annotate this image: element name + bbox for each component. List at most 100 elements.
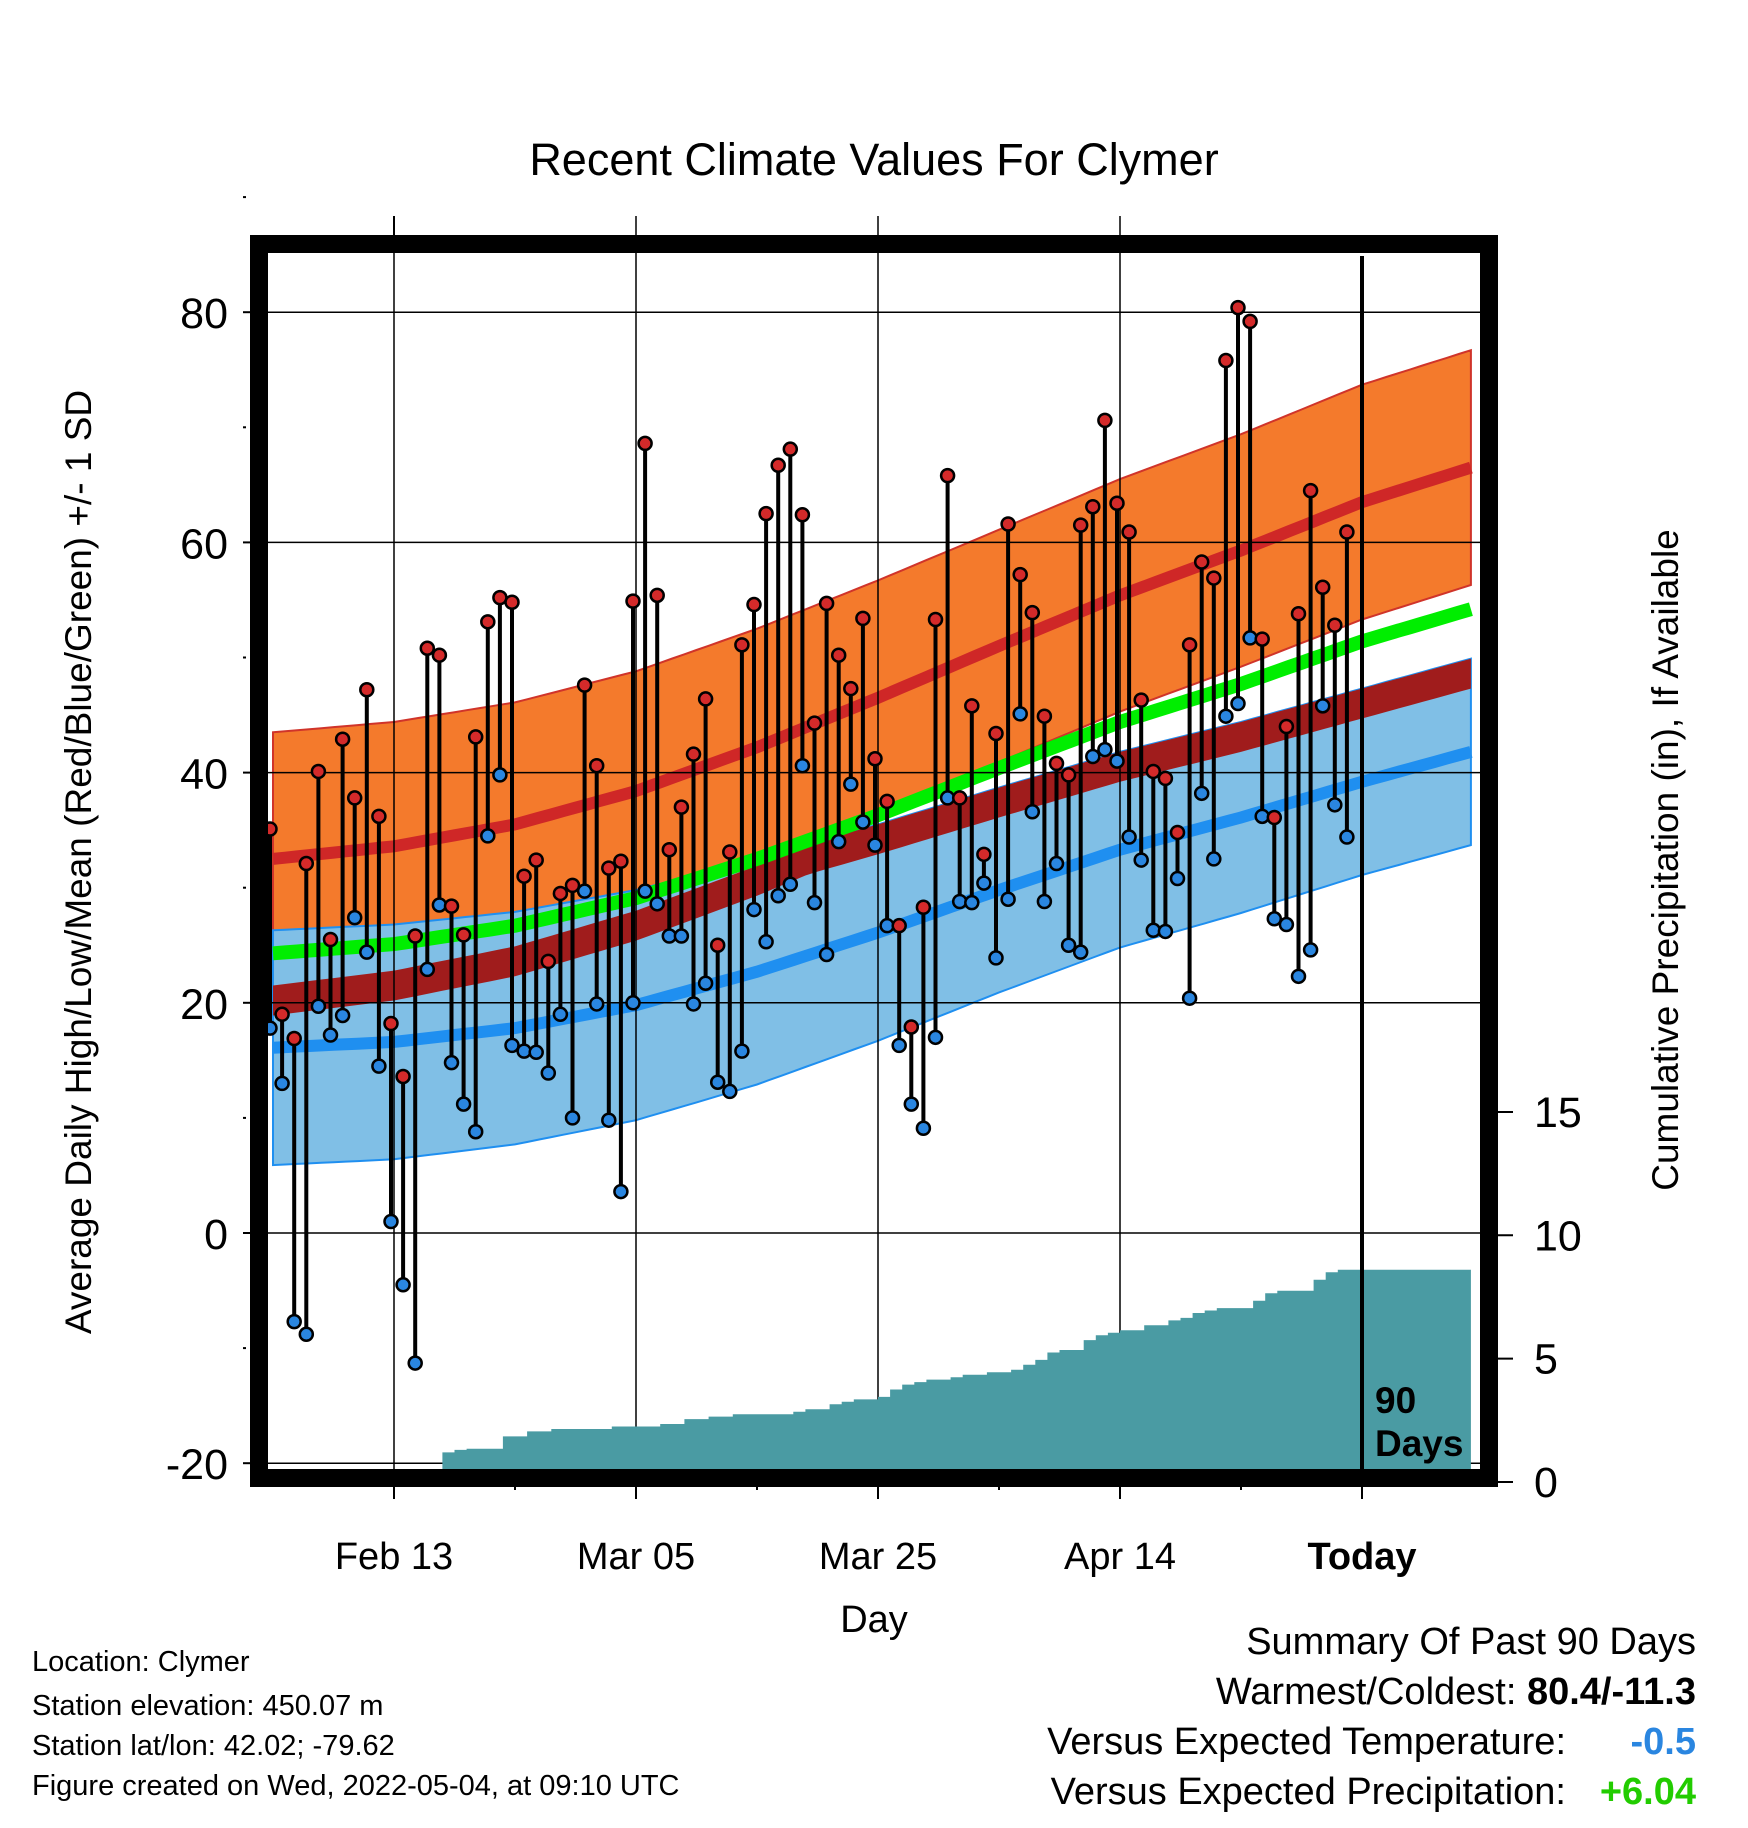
daily-high-point — [1206, 570, 1222, 586]
y2-axis-label: Cumulative Precipitation (in), If Availa… — [1645, 529, 1686, 1191]
daily-low-point — [564, 1110, 581, 1126]
daily-low-point — [709, 1074, 726, 1090]
daily-high-point — [407, 928, 423, 944]
summary-temp: Versus Expected Temperature: -0.5 — [1047, 1721, 1696, 1764]
daily-low-point — [673, 928, 690, 944]
daily-low-point — [419, 961, 436, 978]
daily-high-point — [915, 899, 932, 916]
daily-high-point — [976, 846, 992, 863]
mean-line — [272, 602, 1473, 961]
daily-high-point — [443, 898, 460, 914]
daily-high-point — [1218, 352, 1234, 369]
daily-low-point — [625, 995, 641, 1011]
daily-high-point — [1012, 566, 1028, 583]
daily-low-point — [722, 1083, 738, 1100]
daily-low-point — [310, 998, 327, 1015]
summary-precip: Versus Expected Precipitation: +6.04 — [1051, 1771, 1696, 1814]
daily-low-point — [903, 1096, 920, 1112]
latlon-text: Station lat/lon: 42.02; -79.62 — [32, 1730, 395, 1762]
daily-low-point — [855, 814, 871, 830]
today-marker-label: 90 — [1375, 1380, 1416, 1421]
daily-high-point — [649, 587, 665, 604]
daily-low-point — [407, 1355, 423, 1371]
x-tick-label: Mar 25 — [819, 1536, 937, 1578]
daily-high-point — [1097, 412, 1113, 429]
daily-low-point — [1169, 870, 1186, 887]
daily-high-point — [274, 1006, 290, 1023]
daily-low-point — [1339, 829, 1355, 845]
daily-high-point — [1181, 637, 1198, 653]
daily-low-point — [1206, 851, 1222, 867]
daily-high-point — [528, 852, 544, 868]
daily-high-point — [504, 594, 520, 611]
daily-low-point — [685, 996, 702, 1012]
temp-value: -0.5 — [1630, 1721, 1696, 1763]
daily-high-point — [1339, 524, 1355, 540]
daily-low-point — [298, 1326, 315, 1343]
daily-low-point — [1193, 785, 1210, 802]
daily-low-point — [794, 757, 811, 774]
daily-high-point — [939, 467, 956, 484]
daily-low-point — [1133, 852, 1149, 868]
daily-high-point — [903, 1019, 920, 1035]
precip-area — [273, 1269, 1471, 1478]
x-tick-label: Feb 13 — [335, 1536, 453, 1578]
precip-value: +6.04 — [1599, 1771, 1696, 1813]
x-axis-label: Day — [840, 1599, 908, 1641]
daily-low-point — [770, 888, 786, 904]
daily-high-point — [770, 457, 786, 474]
warmest-label: Warmest/Coldest: — [1215, 1671, 1527, 1713]
daily-high-point — [1121, 524, 1137, 540]
daily-high-point — [988, 725, 1004, 742]
daily-low-point — [1048, 855, 1065, 872]
daily-high-point — [794, 507, 811, 523]
daily-low-point — [601, 1112, 617, 1128]
daily-low-point — [782, 876, 799, 892]
daily-low-point — [588, 996, 605, 1012]
daily-low-point — [1181, 990, 1198, 1006]
daily-low-point — [480, 828, 496, 844]
daily-high-point — [1000, 516, 1016, 532]
daily-high-point — [637, 435, 653, 452]
daily-low-point — [964, 894, 980, 911]
daily-low-point — [649, 896, 665, 912]
daily-low-point — [1290, 968, 1307, 985]
daily-low-point — [697, 975, 714, 991]
daily-high-point — [1242, 313, 1258, 330]
temp-label: Versus Expected Temperature: — [1047, 1721, 1566, 1763]
daily-low-point — [383, 1213, 399, 1230]
daily-high-point — [1109, 495, 1125, 512]
created-text: Figure created on Wed, 2022-05-04, at 09… — [32, 1770, 680, 1802]
x-tick-label: Today — [1307, 1536, 1416, 1578]
daily-low-point — [504, 1037, 520, 1054]
daily-high-point — [806, 715, 823, 731]
daily-high-point — [419, 640, 436, 657]
daily-high-point — [1060, 767, 1077, 783]
daily-high-point — [879, 793, 895, 810]
daily-low-point — [988, 950, 1004, 966]
daily-high-point — [1327, 617, 1343, 634]
daily-high-point — [782, 441, 799, 457]
daily-low-point — [1230, 695, 1246, 712]
daily-low-point — [286, 1313, 302, 1330]
daily-low-point — [274, 1075, 290, 1092]
y2-tick-label: 5 — [1534, 1336, 1558, 1384]
precip-label: Versus Expected Precipitation: — [1050, 1771, 1566, 1813]
today-marker-label: Days — [1375, 1423, 1463, 1464]
warmest-value: 80.4/-11.3 — [1526, 1671, 1696, 1713]
daily-high-point — [1157, 770, 1174, 787]
daily-high-point — [431, 647, 448, 663]
axes: -20 0 20 40 60 80 0 5 10 15 Feb 13 Mar 05 Mar 25 Apr … — [166, 196, 1582, 1578]
y2-tick-label: 0 — [1534, 1459, 1558, 1507]
daily-low-point — [1012, 706, 1028, 722]
high-mean-line — [272, 461, 1473, 865]
elevation-text: Station elevation: 450.07 m — [32, 1690, 384, 1722]
daily-high-point — [467, 729, 484, 745]
daily-low-point — [867, 837, 883, 853]
daily-low-point — [359, 944, 375, 960]
location-text: Location: Clymer — [32, 1646, 250, 1678]
daily-high-point — [951, 790, 968, 806]
precipitation-area — [273, 1269, 1471, 1478]
y-tick-label: 20 — [180, 981, 228, 1029]
daily-high-point — [346, 790, 363, 806]
